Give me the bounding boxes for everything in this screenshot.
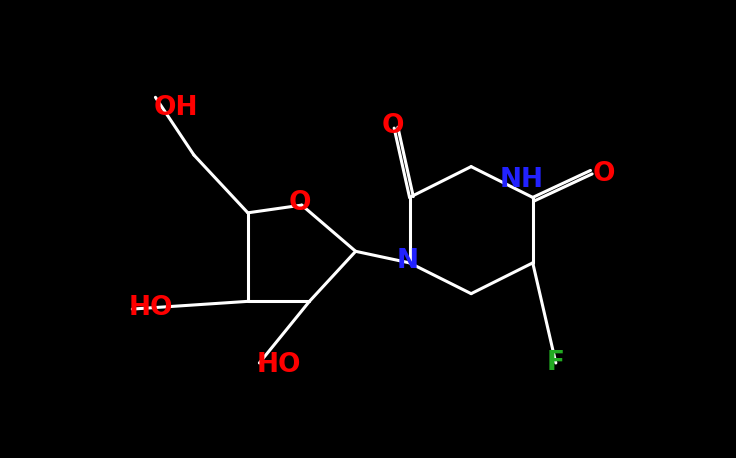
Text: O: O [289,190,311,216]
Text: N: N [397,248,419,274]
Text: O: O [592,161,615,187]
Text: HO: HO [129,294,173,321]
Text: HO: HO [257,351,302,377]
Text: O: O [381,113,404,139]
Text: F: F [547,350,565,376]
Text: OH: OH [154,95,199,121]
Text: NH: NH [499,168,543,193]
